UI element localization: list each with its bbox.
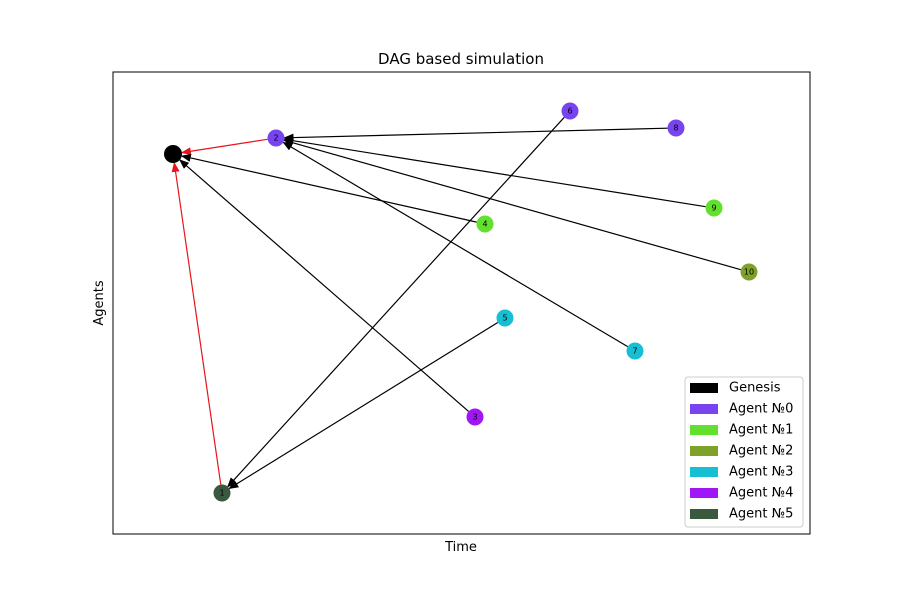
node-8: 8 bbox=[667, 119, 685, 137]
node-circle-8 bbox=[667, 119, 685, 137]
legend-swatch-6 bbox=[690, 509, 718, 519]
edge-4-to-genesis bbox=[180, 154, 477, 223]
edge-6-to-1 bbox=[227, 116, 565, 488]
edge-10-to-2 bbox=[283, 138, 741, 271]
nodes-layer: 1 2 3 4 5 6 7 8 9 10 bbox=[164, 102, 758, 502]
edge-9-to-2 bbox=[283, 136, 706, 208]
node-10: 10 bbox=[740, 263, 758, 281]
node-label-10: 10 bbox=[744, 268, 754, 277]
y-axis-label: Agents bbox=[92, 280, 107, 325]
edge-1-to-genesis bbox=[171, 161, 222, 485]
legend-swatch-1 bbox=[690, 404, 718, 414]
node-7: 7 bbox=[626, 342, 644, 360]
edge-3-to-genesis bbox=[179, 159, 469, 412]
legend-label-4: Agent №3 bbox=[729, 465, 793, 480]
node-4: 4 bbox=[476, 215, 494, 233]
legend: Genesis Agent №0 Agent №1 Agent №2 Agent №3 A… bbox=[684, 376, 804, 528]
node-circle-5 bbox=[496, 309, 514, 327]
node-label-8: 8 bbox=[673, 124, 678, 133]
legend-label-1: Agent №0 bbox=[729, 402, 793, 417]
node-9: 9 bbox=[705, 199, 723, 217]
node-genesis bbox=[164, 145, 182, 163]
legend-label-3: Agent №2 bbox=[729, 444, 793, 459]
node-label-9: 9 bbox=[711, 204, 716, 213]
legend-swatch-5 bbox=[690, 488, 718, 498]
node-label-4: 4 bbox=[482, 220, 487, 229]
node-label-7: 7 bbox=[632, 347, 637, 356]
node-label-6: 6 bbox=[567, 107, 572, 116]
edge-7-to-2 bbox=[282, 141, 628, 348]
node-label-2: 2 bbox=[273, 134, 278, 143]
chart-title: DAG based simulation bbox=[378, 50, 544, 68]
node-circle-3 bbox=[466, 408, 484, 426]
edge-2-to-genesis bbox=[180, 138, 268, 156]
legend-label-2: Agent №1 bbox=[729, 423, 793, 438]
node-circle-6 bbox=[561, 102, 579, 120]
x-axis-label: Time bbox=[444, 540, 477, 555]
legend-label-0: Genesis bbox=[729, 381, 781, 396]
legend-swatch-3 bbox=[690, 446, 718, 456]
legend-swatch-0 bbox=[690, 383, 718, 393]
edges-layer bbox=[171, 116, 741, 490]
legend-label-5: Agent №4 bbox=[729, 486, 793, 501]
node-label-3: 3 bbox=[472, 413, 477, 422]
node-5: 5 bbox=[496, 309, 514, 327]
legend-label-6: Agent №5 bbox=[729, 507, 793, 522]
edge-8-to-2 bbox=[283, 127, 668, 142]
node-circle-2 bbox=[267, 129, 285, 147]
node-circle-genesis bbox=[164, 145, 182, 163]
node-circle-7 bbox=[626, 342, 644, 360]
node-circle-1 bbox=[213, 484, 231, 502]
node-circle-9 bbox=[705, 199, 723, 217]
legend-swatch-4 bbox=[690, 467, 718, 477]
node-circle-10 bbox=[740, 263, 758, 281]
node-label-5: 5 bbox=[502, 314, 507, 323]
node-2: 2 bbox=[267, 129, 285, 147]
legend-swatch-2 bbox=[690, 425, 718, 435]
node-circle-4 bbox=[476, 215, 494, 233]
node-3: 3 bbox=[466, 408, 484, 426]
edge-5-to-1 bbox=[228, 321, 499, 490]
node-6: 6 bbox=[561, 102, 579, 120]
node-1: 1 bbox=[213, 484, 231, 502]
node-label-1: 1 bbox=[219, 489, 224, 498]
